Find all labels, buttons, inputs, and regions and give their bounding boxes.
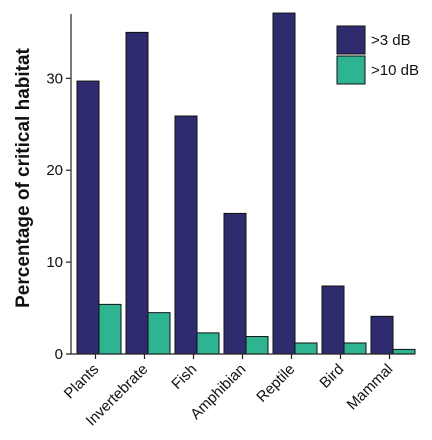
bar-fish-series-1 xyxy=(174,115,198,355)
y-axis-label: Percentage of critical habitat xyxy=(13,47,34,307)
legend-label-series-1: >3 dB xyxy=(371,32,411,49)
bar-bird-series-2 xyxy=(343,342,367,355)
bar-plants-series-1 xyxy=(76,80,100,355)
bar-amphibian-series-2 xyxy=(245,336,269,355)
bar-reptile-series-2 xyxy=(294,342,318,355)
bar-invertebrate-series-2 xyxy=(147,312,171,355)
bar-mammal-series-1 xyxy=(370,315,394,355)
y-ticks: 0 10 20 30 xyxy=(46,70,71,363)
x-tick-label-bird: Bird xyxy=(316,361,347,392)
bar-invertebrate-series-1 xyxy=(125,31,149,355)
bars-group xyxy=(76,12,416,355)
bar-fish-series-2 xyxy=(196,332,220,355)
legend-swatch-series-1 xyxy=(336,25,366,55)
bar-reptile-series-1 xyxy=(272,12,296,355)
bar-plants-series-2 xyxy=(98,303,122,355)
bar-mammal-series-2 xyxy=(392,348,416,355)
y-tick-label: 20 xyxy=(46,162,63,179)
x-tick-label-fish: Fish xyxy=(168,361,200,393)
x-tick-label-mammal: Mammal xyxy=(344,361,397,414)
bar-bird-series-1 xyxy=(321,285,345,355)
x-tick-label-plants: Plants xyxy=(61,361,103,403)
legend: >3 dB >10 dB xyxy=(336,25,419,85)
legend-swatch-series-2 xyxy=(336,55,366,85)
legend-label-series-2: >10 dB xyxy=(371,62,419,79)
y-tick-label: 0 xyxy=(55,346,63,363)
x-tick-label-reptile: Reptile xyxy=(253,361,298,406)
bar-amphibian-series-1 xyxy=(223,212,247,355)
y-tick-label: 30 xyxy=(46,70,63,87)
y-tick-label: 10 xyxy=(46,254,63,271)
